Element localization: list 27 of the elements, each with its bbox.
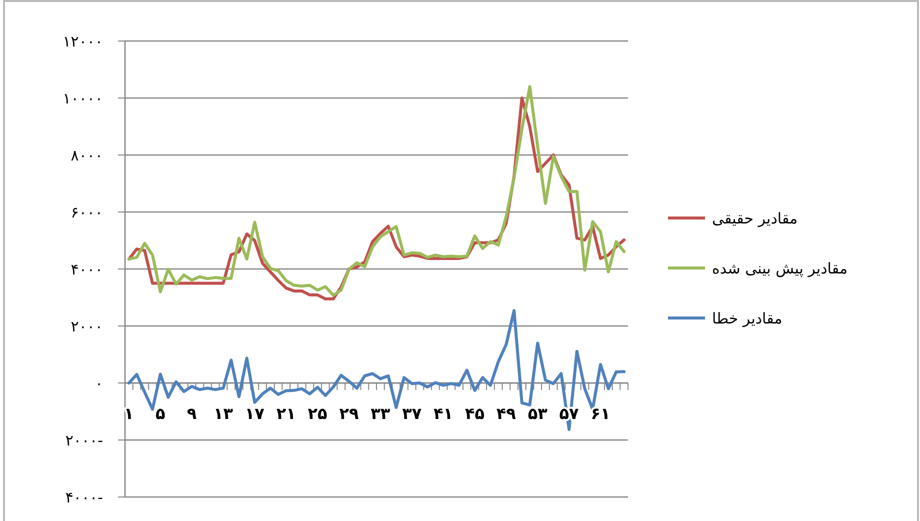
x-tick-label: ۱: [124, 404, 134, 423]
legend-label: مقادیر خطا: [712, 309, 782, 328]
legend-label: مقادیر حقیقی: [712, 209, 798, 228]
x-tick-label: ۹: [186, 404, 197, 423]
x-tick-label: ۲۱: [276, 404, 296, 423]
x-tick-label: ۵: [155, 404, 166, 423]
y-tick-label: ۲۰۰۰: [70, 317, 103, 336]
x-tick-label: ۴۹: [496, 404, 516, 423]
y-tick-label: ۶۰۰۰: [70, 203, 103, 222]
y-tick-label: ۱۲۰۰۰: [62, 32, 103, 50]
y-tick-label: ۴۰۰۰: [70, 260, 103, 278]
x-tick-label: ۶۱: [590, 404, 610, 423]
y-tick-label: ۲۰۰۰-: [65, 431, 103, 450]
x-tick-label: ۲۵: [308, 404, 328, 423]
x-tick-label: ۴۱: [434, 404, 454, 423]
legend-label: مقادیر پیش بینی شده: [712, 259, 848, 278]
x-tick-label: ۵۳: [528, 404, 548, 423]
x-tick-label: ۳۷: [402, 404, 422, 423]
x-tick-label: ۴۵: [464, 404, 485, 423]
x-tick-label: ۲۹: [339, 404, 359, 423]
y-tick-label: ۰: [94, 374, 103, 392]
x-tick-label: ۱۳: [213, 404, 234, 423]
x-tick-label: ۱۷: [244, 404, 265, 423]
y-tick-label: ۸۰۰۰: [70, 146, 103, 164]
y-tick-label: ۱۰۰۰۰: [62, 89, 103, 108]
y-tick-label: ۴۰۰۰-: [65, 488, 103, 506]
x-tick-label: ۳۳: [370, 404, 390, 423]
